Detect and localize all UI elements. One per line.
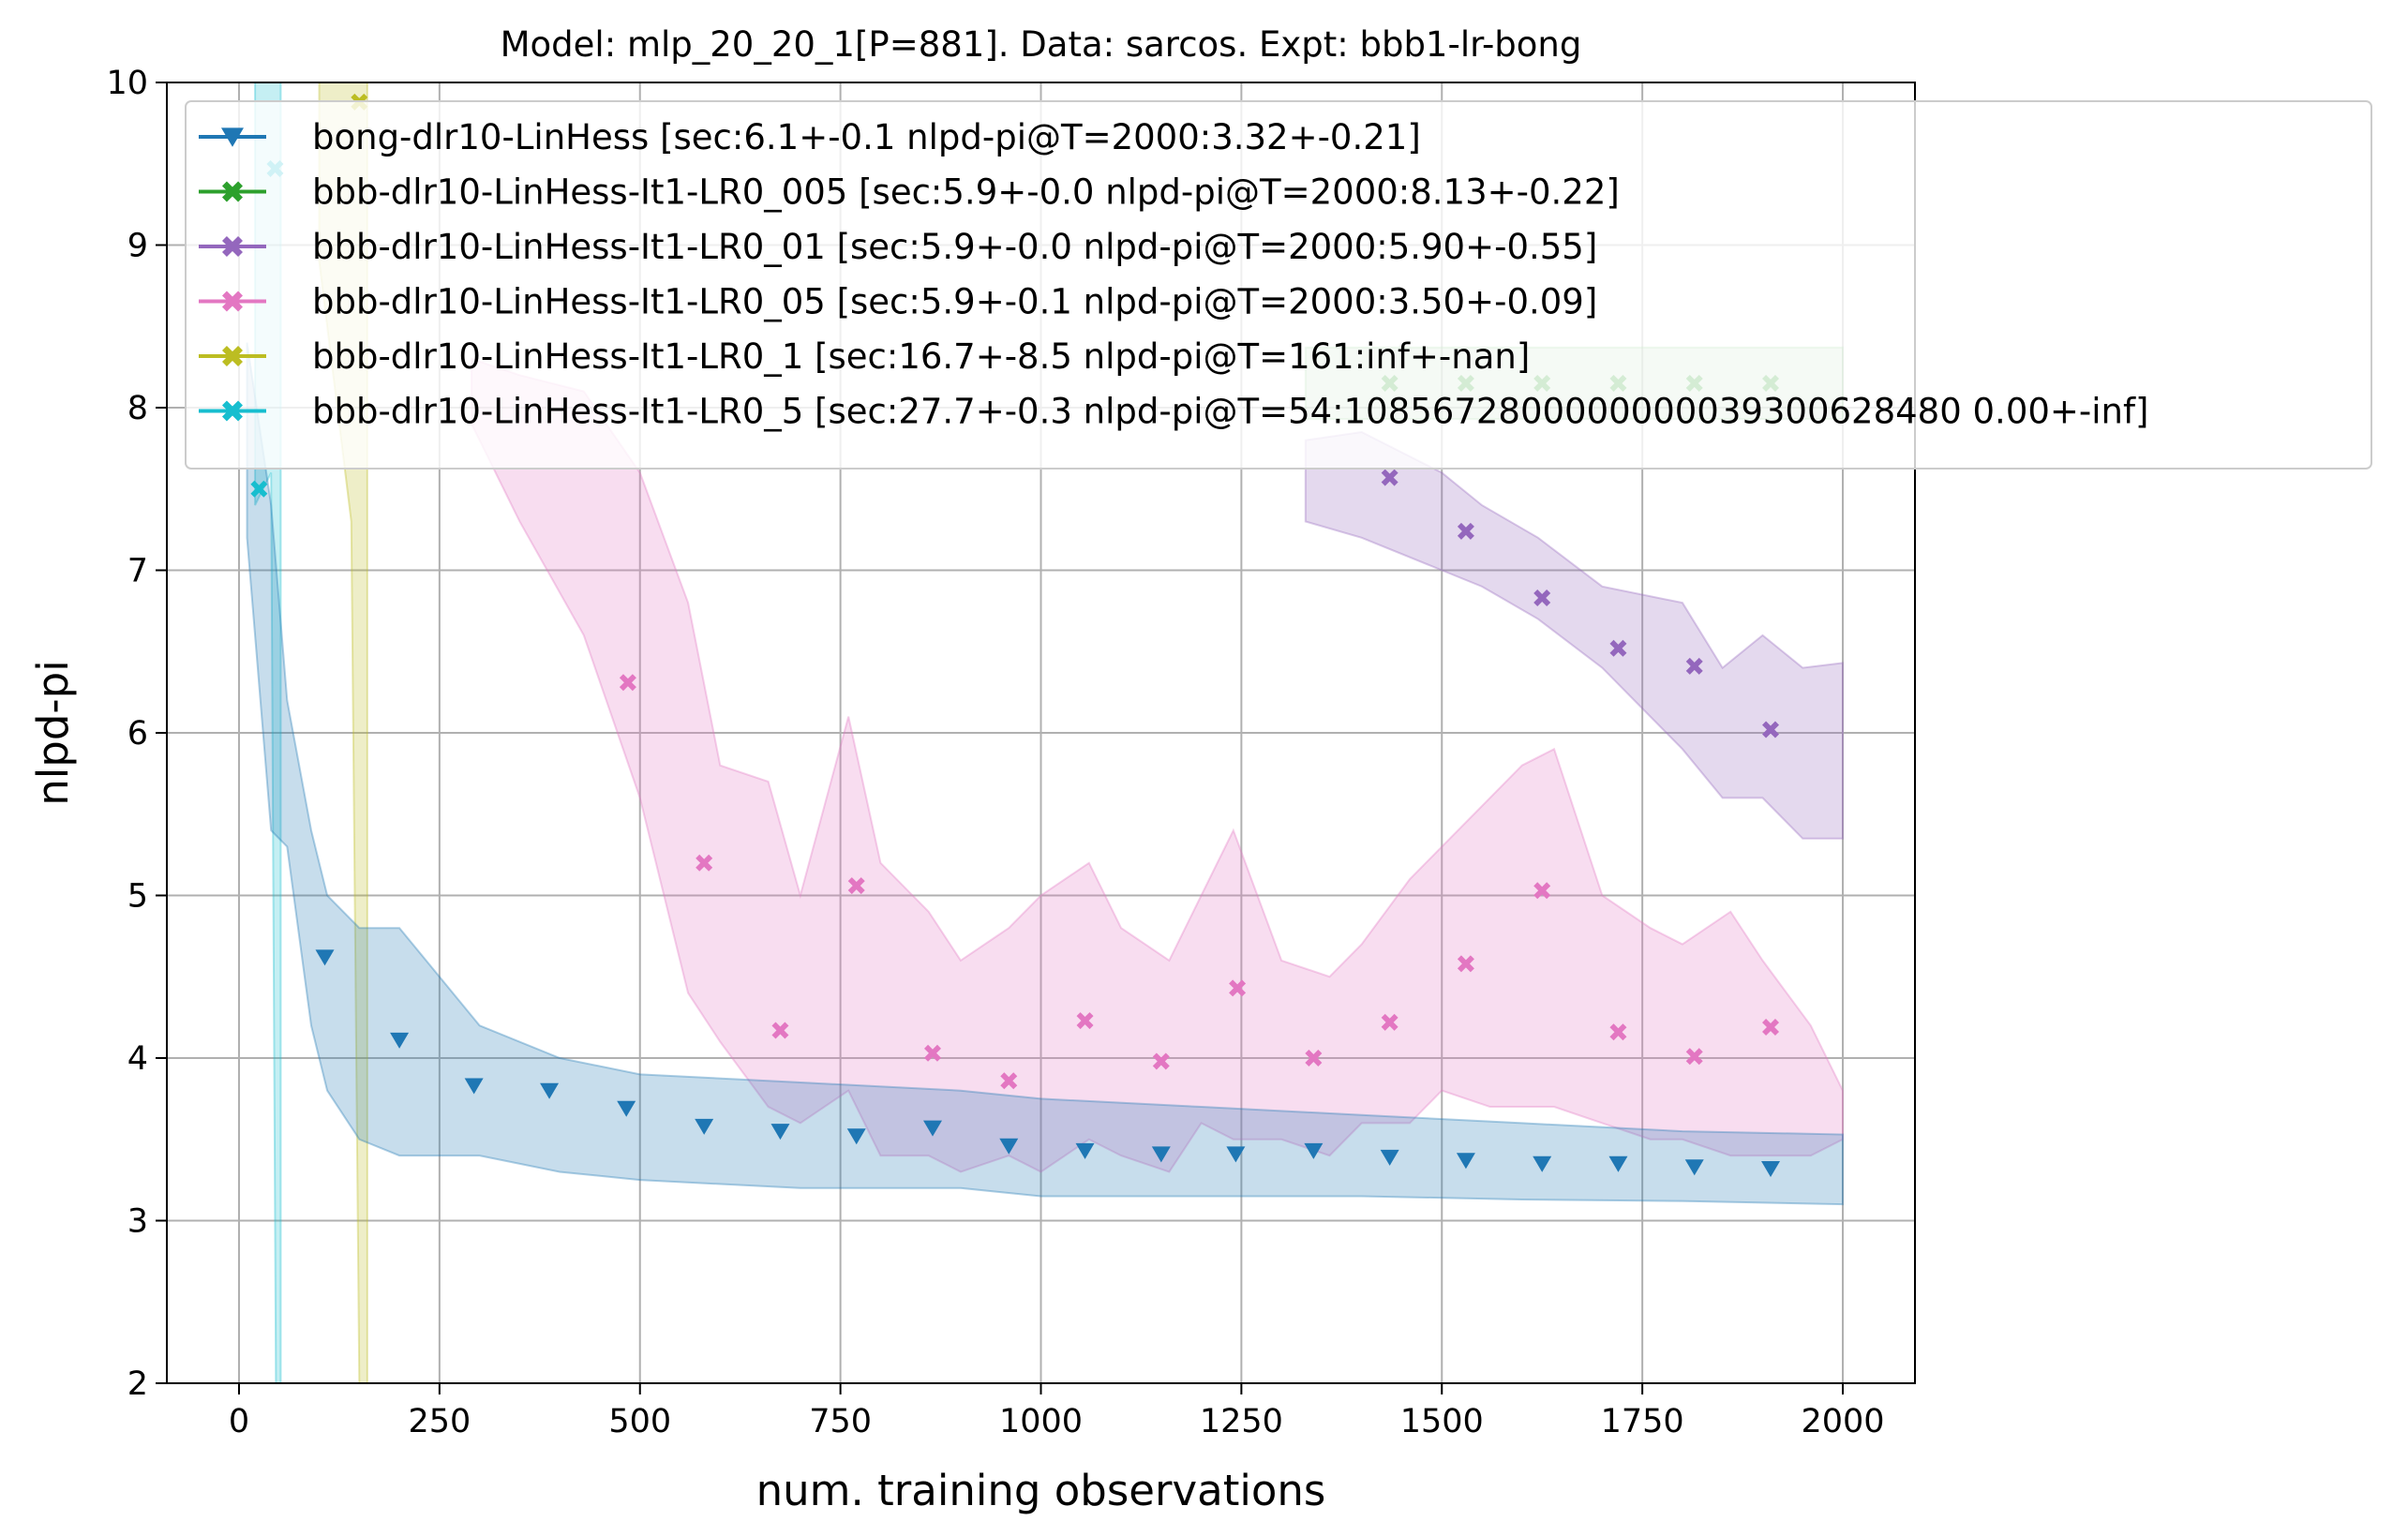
data-point xyxy=(1761,1160,1781,1177)
legend-box xyxy=(185,100,2372,470)
data-point xyxy=(221,127,244,147)
data-point xyxy=(315,949,335,966)
chart-title: Model: mlp_20_20_1[P=881]. Data: sarcos.… xyxy=(501,24,1582,65)
y-tick-label: 9 xyxy=(127,228,148,265)
series-band xyxy=(1304,430,1845,840)
y-axis-label: nlpd-pi xyxy=(28,660,78,805)
x-tick-label: 2000 xyxy=(1801,1403,1884,1440)
data-point xyxy=(1608,1156,1628,1172)
data-point xyxy=(1076,1012,1094,1030)
data-point xyxy=(1609,1023,1627,1041)
data-point xyxy=(1762,1019,1780,1036)
data-point xyxy=(1533,882,1551,900)
data-point xyxy=(846,1128,866,1145)
data-point xyxy=(1229,979,1247,997)
y-tick-label: 3 xyxy=(127,1203,148,1241)
data-point xyxy=(222,400,243,422)
data-point xyxy=(1000,1072,1018,1090)
data-point xyxy=(1305,1050,1323,1066)
y-tick-label: 10 xyxy=(106,65,148,102)
data-point xyxy=(847,877,865,895)
legend-label: bbb-dlr10-LinHess-It1-LR0_01 [sec:5.9+-0… xyxy=(312,227,1597,267)
data-point xyxy=(1685,657,1703,675)
y-tick-label: 7 xyxy=(127,553,148,590)
data-point xyxy=(923,1120,943,1137)
data-point xyxy=(540,1082,560,1099)
data-point xyxy=(390,1032,410,1049)
data-point xyxy=(1151,1146,1171,1163)
data-point xyxy=(1152,1052,1170,1070)
x-tick-label: 1250 xyxy=(1200,1403,1283,1440)
data-point xyxy=(222,291,243,312)
x-tick-label: 1750 xyxy=(1601,1403,1684,1440)
x-tick-label: 1500 xyxy=(1400,1403,1484,1440)
data-point xyxy=(1456,1153,1475,1170)
data-point xyxy=(999,1138,1019,1155)
legend-label: bong-dlr10-LinHess [sec:6.1+-0.1 nlpd-pi… xyxy=(312,117,1421,157)
data-point xyxy=(1685,1048,1703,1066)
legend-label: bbb-dlr10-LinHess-It1-LR0_5 [sec:27.7+-0… xyxy=(312,392,2148,432)
legend-label: bbb-dlr10-LinHess-It1-LR0_1 [sec:16.7+-8… xyxy=(312,336,1530,377)
data-point xyxy=(1609,639,1627,657)
data-point xyxy=(619,674,636,692)
data-point xyxy=(770,1124,790,1141)
x-tick-label: 750 xyxy=(809,1403,872,1440)
data-point xyxy=(250,480,268,498)
data-point xyxy=(1457,955,1474,973)
x-tick-label: 500 xyxy=(608,1403,671,1440)
data-point xyxy=(222,236,243,257)
data-point xyxy=(1075,1142,1095,1159)
data-point xyxy=(771,1022,789,1039)
data-point xyxy=(1304,1142,1324,1159)
x-tick-label: 0 xyxy=(229,1403,249,1440)
y-axis-ticks: 2 3 4 5 6 7 8 9 10 xyxy=(106,65,167,1403)
data-point xyxy=(1533,1156,1552,1172)
series-band xyxy=(246,342,1845,1206)
y-tick-label: 8 xyxy=(127,390,148,427)
data-point xyxy=(222,181,243,202)
x-axis-label: num. training observations xyxy=(756,1466,1326,1515)
legend-label: bbb-dlr10-LinHess-It1-LR0_05 [sec:5.9+-0… xyxy=(312,282,1597,322)
series-band xyxy=(471,357,1845,1173)
data-point xyxy=(695,854,713,872)
x-tick-label: 250 xyxy=(408,1403,471,1440)
data-point xyxy=(1457,522,1474,540)
data-point xyxy=(1381,469,1398,486)
data-point xyxy=(617,1100,636,1117)
data-point xyxy=(1380,1149,1399,1166)
data-point xyxy=(924,1044,942,1062)
data-point xyxy=(1684,1159,1704,1176)
data-point xyxy=(1533,589,1551,606)
y-tick-label: 5 xyxy=(127,878,148,916)
data-point xyxy=(1381,1013,1398,1031)
data-point xyxy=(1226,1146,1246,1163)
legend-label: bbb-dlr10-LinHess-It1-LR0_005 [sec:5.9+-… xyxy=(312,172,1620,213)
data-point xyxy=(695,1118,714,1135)
legend: bong-dlr10-LinHess [sec:6.1+-0.1 nlpd-pi… xyxy=(185,100,2372,470)
x-axis-ticks: 0 250 500 750 1000 1250 1500 1750 2000 xyxy=(229,1383,1885,1440)
y-tick-label: 4 xyxy=(127,1040,148,1078)
data-point xyxy=(1762,721,1780,738)
data-point xyxy=(222,346,243,366)
x-tick-label: 1000 xyxy=(999,1403,1083,1440)
y-tick-label: 2 xyxy=(127,1365,148,1403)
data-point xyxy=(464,1078,484,1095)
y-tick-label: 6 xyxy=(127,715,148,753)
